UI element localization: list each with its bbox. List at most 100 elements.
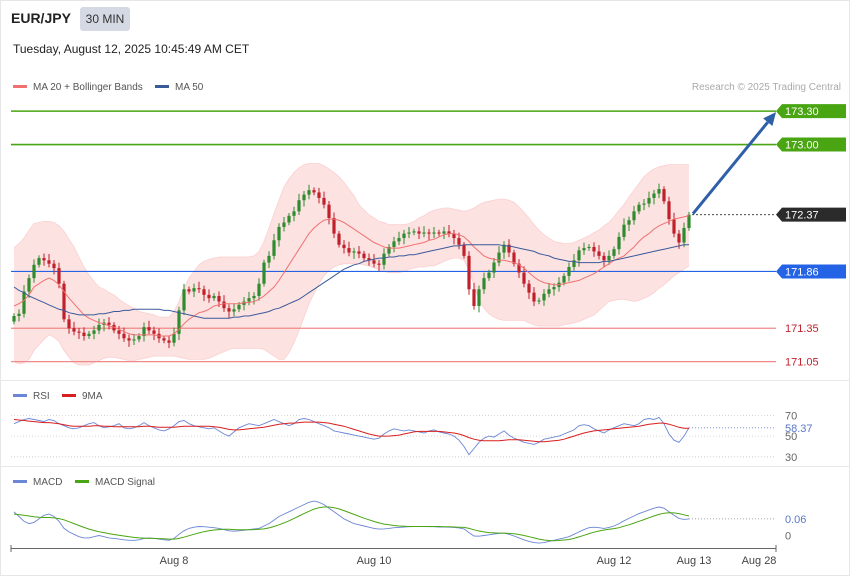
candle-body xyxy=(247,298,251,302)
candle-body xyxy=(602,255,606,261)
candle-body xyxy=(137,336,141,340)
bollinger-band-area xyxy=(14,163,689,365)
candle-body xyxy=(252,295,256,299)
legend-label-ma50: MA 50 xyxy=(175,82,204,93)
level-tag-172.37 xyxy=(776,207,846,222)
candle-body xyxy=(542,293,546,301)
candle-body xyxy=(442,231,446,234)
candle-body xyxy=(217,295,221,302)
candle-body xyxy=(402,233,406,239)
candle-body xyxy=(512,252,516,264)
ma50-line xyxy=(13,244,689,319)
time-axis-label: Aug 28 xyxy=(742,555,777,567)
forecast-arrow-head xyxy=(763,112,776,126)
candle-body xyxy=(502,244,506,253)
candle-body xyxy=(387,246,391,254)
candle-body xyxy=(182,289,186,311)
candle-body xyxy=(492,262,496,273)
legend-swatch-macd-signal xyxy=(75,480,89,483)
macd-last-value: 0.06 xyxy=(785,514,806,526)
candle-body xyxy=(202,289,206,295)
candle-body xyxy=(597,251,601,256)
candle-body xyxy=(112,324,116,331)
time-axis-label: Aug 8 xyxy=(160,555,189,567)
candle-body xyxy=(152,330,156,334)
legend-label-macd-signal: MACD Signal xyxy=(95,477,155,488)
candle-body xyxy=(467,255,471,290)
candle-body xyxy=(567,267,571,276)
candle-body xyxy=(382,253,386,265)
candle-body xyxy=(522,272,526,284)
candle-body xyxy=(627,220,631,225)
candle-body xyxy=(662,189,666,202)
candle-body xyxy=(647,197,651,204)
candle-body xyxy=(297,200,301,212)
rsi-line xyxy=(13,416,690,456)
bollinger-lower-line xyxy=(13,257,690,366)
candle-body xyxy=(507,244,511,253)
forecast-arrow-shaft xyxy=(691,121,769,215)
candle-body xyxy=(652,193,656,198)
candle-body xyxy=(72,328,76,332)
candle-body xyxy=(27,278,31,292)
symbol-title: EUR/JPY xyxy=(11,10,71,26)
candle-body xyxy=(307,190,311,195)
macd-zero-label: 0 xyxy=(785,531,791,543)
level-tag-171.86 xyxy=(776,264,846,279)
rsi-panel: 70 50 30 58.37 xyxy=(11,410,813,464)
level-label-171.05: 171.05 xyxy=(785,357,819,369)
candle-body xyxy=(77,331,81,333)
interval-button[interactable]: 30 MIN xyxy=(80,7,130,31)
legend-label-ma20: MA 20 + Bollinger Bands xyxy=(33,82,143,93)
candle-body xyxy=(192,288,196,292)
candle-body xyxy=(207,294,211,299)
candle-body xyxy=(187,289,191,292)
candle-body xyxy=(607,255,611,261)
candle-body xyxy=(437,232,441,234)
candle-body xyxy=(32,264,36,279)
rsi-legend: RSI 9MA xyxy=(13,391,103,402)
macd-panel: 0.06 0 xyxy=(13,500,806,544)
candle-body xyxy=(37,258,41,265)
candle-body xyxy=(412,231,416,233)
candle-body xyxy=(617,236,621,250)
candle-body xyxy=(462,244,466,256)
candle-body xyxy=(672,219,676,234)
candle-body xyxy=(212,295,216,299)
candle-body xyxy=(637,204,641,212)
candle-body xyxy=(452,233,456,239)
candle-body xyxy=(642,203,646,205)
macd-line xyxy=(13,500,690,544)
candle-body xyxy=(322,197,326,205)
candle-body xyxy=(587,246,591,249)
candle-body xyxy=(267,255,271,263)
candle-body xyxy=(62,283,66,320)
candle-body xyxy=(482,278,486,290)
legend-label-macd: MACD xyxy=(33,477,62,488)
candle-body xyxy=(87,333,91,337)
candle-body xyxy=(172,333,176,343)
candle-body xyxy=(147,327,151,331)
legend-label-rsi-ma: 9MA xyxy=(82,391,103,402)
candle-body xyxy=(117,330,121,334)
bollinger-upper-line xyxy=(13,163,689,318)
level-tag-173.30 xyxy=(776,104,846,119)
candle-body xyxy=(272,240,276,256)
macd-signal-line xyxy=(13,506,690,542)
candle-body xyxy=(632,211,636,221)
candle-body xyxy=(622,224,626,237)
level-label-173.30: 173.30 xyxy=(785,106,819,118)
candle-body xyxy=(487,272,491,279)
legend-swatch-macd xyxy=(13,480,27,483)
candle-body xyxy=(92,330,96,334)
candle-body xyxy=(577,250,581,261)
candle-body xyxy=(47,260,51,264)
candle-body xyxy=(667,201,671,220)
candle-body xyxy=(82,332,86,337)
candle-body xyxy=(532,292,536,302)
candle-body xyxy=(42,258,46,261)
level-label-171.86: 171.86 xyxy=(785,266,819,278)
candle-body xyxy=(237,304,241,310)
candle-body xyxy=(682,228,686,243)
